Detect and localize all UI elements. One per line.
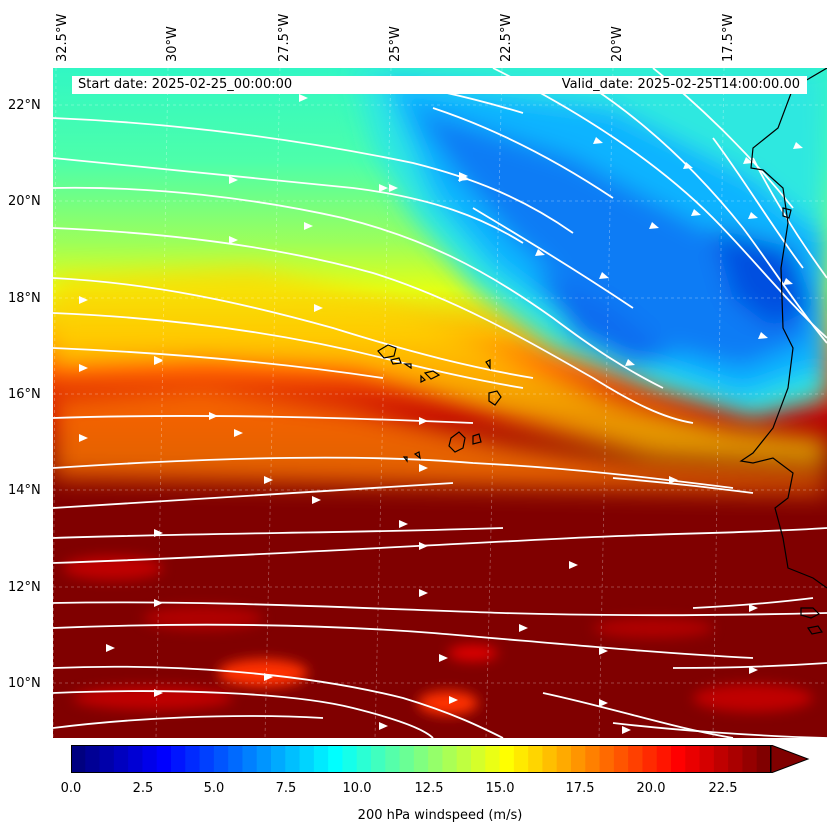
colorbar-swatch	[642, 745, 658, 773]
streamline-arrows	[79, 94, 803, 734]
colorbar-swatch	[742, 745, 758, 773]
colorbar-swatch	[185, 745, 201, 773]
colorbar-swatch	[485, 745, 501, 773]
colorbar-swatch	[728, 745, 744, 773]
transition-band	[53, 268, 827, 493]
colorbar-swatch	[471, 745, 486, 773]
colorbar-swatch	[599, 745, 615, 773]
colorbar-swatch	[71, 745, 86, 773]
colorbar-swatch	[85, 745, 101, 773]
colorbar-swatch	[313, 745, 329, 773]
windspeed-map	[53, 68, 827, 738]
lon-label-20w: 20°W	[610, 26, 625, 62]
colorbar	[71, 745, 810, 773]
lon-label-30w: 30°W	[165, 26, 180, 62]
colorbar-swatch	[156, 745, 172, 773]
colorbar-swatch	[113, 745, 129, 773]
colorbar-swatch	[342, 745, 358, 773]
colorbar-swatch	[556, 745, 572, 773]
lon-label-22-5w: 22.5°W	[499, 13, 514, 62]
colorbar-swatch	[442, 745, 458, 773]
colorbar-swatch	[242, 745, 258, 773]
colorbar-tick-7-5: 7.5	[275, 781, 297, 796]
colorbar-swatch	[285, 745, 301, 773]
colorbar-swatch	[628, 745, 644, 773]
colorbar-swatch	[585, 745, 601, 773]
colorbar-extend-arrow	[770, 745, 810, 773]
colorbar-swatches	[71, 745, 772, 773]
start-date: Start date: 2025-02-25_00:00:00	[78, 77, 293, 92]
coastlines	[377, 68, 827, 635]
colorbar-swatch	[699, 745, 715, 773]
lon-label-32-5w: 32.5°W	[55, 13, 70, 62]
colorbar-swatch	[213, 745, 229, 773]
colorbar-swatch	[299, 745, 315, 773]
colorbar-swatch	[756, 745, 772, 773]
lat-label-16n: 16°N	[8, 387, 41, 402]
colorbar-swatch	[542, 745, 558, 773]
colorbar-swatch	[199, 745, 215, 773]
lat-label-20n: 20°N	[8, 194, 41, 209]
colorbar-swatch	[528, 745, 544, 773]
colorbar-swatch	[171, 745, 186, 773]
valid-date: Valid_date: 2025-02-25T14:00:00.00	[561, 77, 800, 92]
colorbar-tick-12-5: 12.5	[414, 781, 444, 796]
colorbar-swatch	[613, 745, 629, 773]
colorbar-swatch	[271, 745, 286, 773]
lon-label-27-5w: 27.5°W	[277, 13, 292, 62]
colorbar-swatch	[385, 745, 401, 773]
colorbar-swatch	[228, 745, 244, 773]
colorbar-swatch	[128, 745, 144, 773]
colorbar-swatch	[99, 745, 115, 773]
lon-label-25w: 25°W	[388, 26, 403, 62]
colorbar-tick-2-5: 2.5	[132, 781, 154, 796]
colorbar-swatch	[685, 745, 701, 773]
colorbar-swatch	[456, 745, 472, 773]
colorbar-frame	[71, 745, 771, 773]
colorbar-tick-10: 10.0	[342, 781, 372, 796]
lon-label-17-5w: 17.5°W	[721, 13, 736, 62]
colorbar-swatch	[713, 745, 729, 773]
lat-label-10n: 10°N	[8, 676, 41, 691]
colorbar-tick-20: 20.0	[636, 781, 666, 796]
colorbar-swatch	[499, 745, 515, 773]
colorbar-swatch	[571, 745, 586, 773]
colorbar-tick-0: 0.0	[60, 781, 82, 796]
colorbar-tick-5: 5.0	[203, 781, 225, 796]
date-banner: Start date: 2025-02-25_00:00:00 Valid_da…	[72, 76, 807, 94]
colorbar-swatch	[656, 745, 672, 773]
colorbar-label: 200 hPa windspeed (m/s)	[357, 808, 523, 823]
colorbar-tick-17-5: 17.5	[565, 781, 595, 796]
colorbar-tick-22-5: 22.5	[708, 781, 738, 796]
lat-label-14n: 14°N	[8, 483, 41, 498]
colorbar-swatch	[513, 745, 529, 773]
graticule	[53, 68, 827, 738]
colorbar-swatch	[399, 745, 415, 773]
streamlines	[53, 68, 827, 738]
colorbar-swatch	[371, 745, 386, 773]
lat-label-12n: 12°N	[8, 580, 41, 595]
colorbar-swatch	[328, 745, 344, 773]
lat-label-22n: 22°N	[8, 98, 41, 113]
colorbar-swatch	[256, 745, 272, 773]
colorbar-tick-15: 15.0	[485, 781, 515, 796]
colorbar-swatch	[356, 745, 372, 773]
colorbar-swatch	[413, 745, 429, 773]
colorbar-swatch	[428, 745, 444, 773]
low-speed-region	[353, 68, 827, 418]
lat-label-18n: 18°N	[8, 291, 41, 306]
colorbar-swatch	[671, 745, 686, 773]
colorbar-swatch	[142, 745, 158, 773]
